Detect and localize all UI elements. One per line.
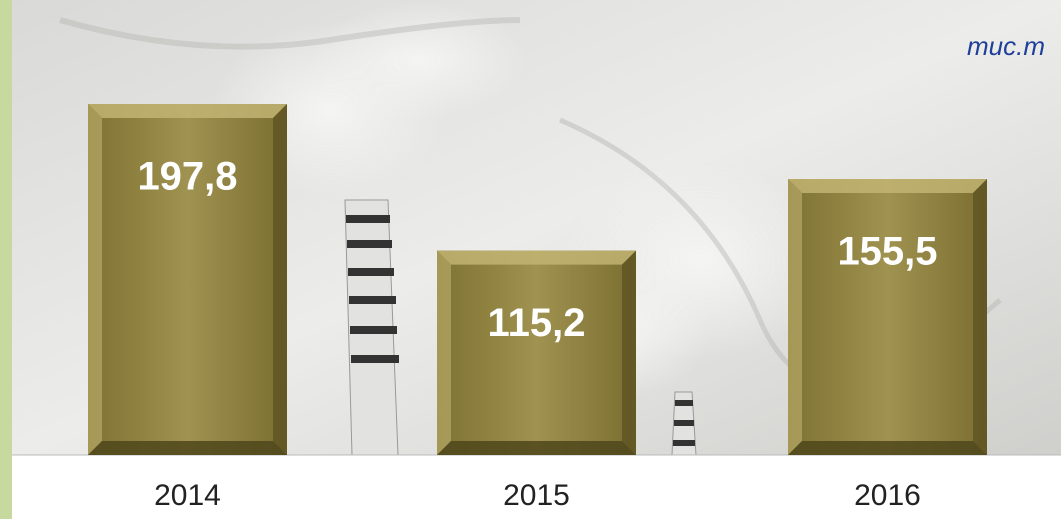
bar-bevel <box>788 441 987 455</box>
x-tick-label: 2016 <box>854 479 921 512</box>
bar-bevel <box>88 104 102 455</box>
value-label: 155,5 <box>837 230 937 274</box>
bar <box>437 250 636 455</box>
bar-bevel <box>273 104 287 455</box>
bar-bevel <box>788 179 802 455</box>
bar-bevel <box>788 179 987 194</box>
bar <box>788 179 987 455</box>
bar-bevel <box>437 441 636 455</box>
bar-bevel <box>973 179 987 455</box>
value-label: 115,2 <box>488 301 586 345</box>
x-tick-label: 2014 <box>154 479 221 512</box>
bar <box>88 104 287 455</box>
x-tick-label: 2015 <box>503 479 570 512</box>
bar-bevel <box>437 250 451 455</box>
unit-label: muc.m <box>967 31 1045 61</box>
bar-bevel <box>88 104 287 118</box>
value-label: 197,8 <box>137 155 237 199</box>
bar-bevel <box>437 250 636 265</box>
bar-bevel <box>622 250 636 455</box>
bar-bevel <box>88 441 287 455</box>
side-stripe <box>0 0 12 519</box>
